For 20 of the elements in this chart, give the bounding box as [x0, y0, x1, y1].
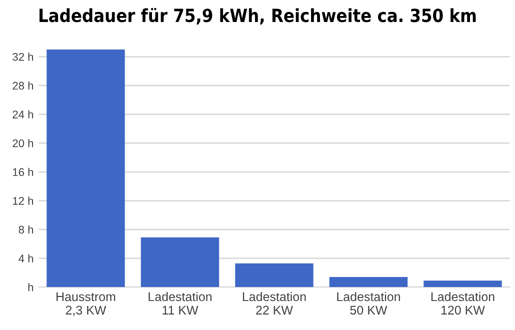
y-tick-label: 24 h	[12, 110, 34, 118]
y-tick-label: 16 h	[12, 168, 34, 176]
x-tick-label: Hausstrom 2,3 KW	[56, 292, 116, 316]
y-tick-label: 4 h	[18, 254, 34, 262]
x-tick-label: Ladestation 22 KW	[242, 292, 306, 314]
y-tick-label: 12 h	[12, 196, 34, 205]
x-tick-label: Ladestation 11 KW	[148, 292, 212, 314]
bar	[235, 263, 314, 288]
y-tick-label: 8 h	[18, 225, 34, 234]
y-tick-label: 20 h	[12, 139, 34, 148]
y-tick-label: 32 h	[12, 52, 34, 61]
x-tick-label: Ladestation 50 KW	[337, 292, 400, 315]
x-tick-label: Ladestation 120 KW	[431, 292, 494, 315]
bar	[424, 280, 502, 288]
bar	[329, 277, 408, 288]
y-tick-label: 28 h	[12, 81, 34, 90]
bar	[46, 50, 125, 288]
y-tick-label: h	[28, 283, 34, 292]
chart-title: Ladedauer für 75,9 kWh, Reichweite ca. 350 km	[40, 8, 476, 25]
bar	[140, 237, 220, 288]
